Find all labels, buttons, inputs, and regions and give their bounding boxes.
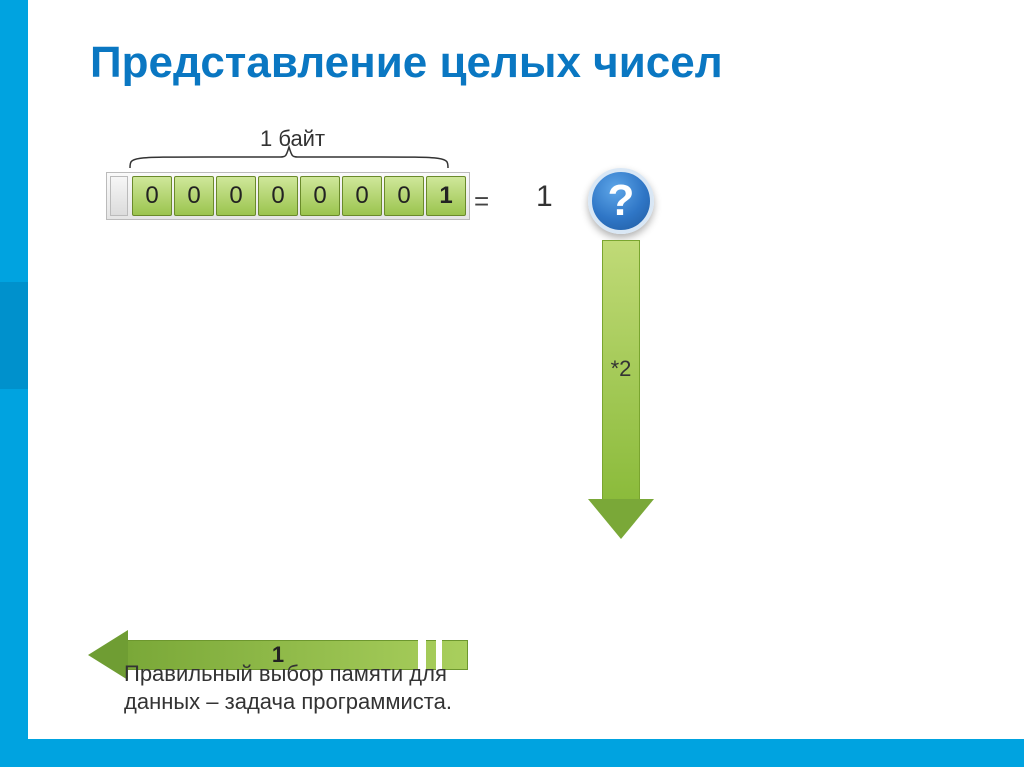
bit-cell: 0: [174, 176, 214, 216]
bit-cell: 0: [216, 176, 256, 216]
bit-cell: 0: [384, 176, 424, 216]
bit-cell: 0: [342, 176, 382, 216]
bit-cell: 0: [300, 176, 340, 216]
question-badge: ?: [588, 168, 654, 234]
bit-cell-last: 1: [426, 176, 466, 216]
down-arrow-label: *2: [588, 356, 654, 382]
equals-value: 1: [536, 180, 553, 214]
footer-text: Правильный выбор памяти для данных – зад…: [124, 660, 644, 715]
equals-sign: =: [474, 186, 489, 217]
down-arrow: *2: [588, 240, 654, 540]
byte-row: 0 0 0 0 0 0 0 1: [106, 172, 470, 220]
sidebar-accent: [0, 282, 28, 389]
down-arrow-head-icon: [588, 499, 654, 539]
page-title: Представление целых чисел: [90, 38, 723, 88]
question-mark-icon: ?: [608, 176, 635, 226]
bit-cell: 0: [132, 176, 172, 216]
sign-cell: [110, 176, 128, 216]
brace-icon: [128, 145, 450, 170]
footer-line2: данных – задача программиста.: [124, 689, 452, 714]
slide-frame: Представление целых чисел 1 байт 0 0 0 0…: [0, 0, 1024, 767]
bit-cell: 0: [258, 176, 298, 216]
footer-line1: Правильный выбор памяти для: [124, 661, 447, 686]
